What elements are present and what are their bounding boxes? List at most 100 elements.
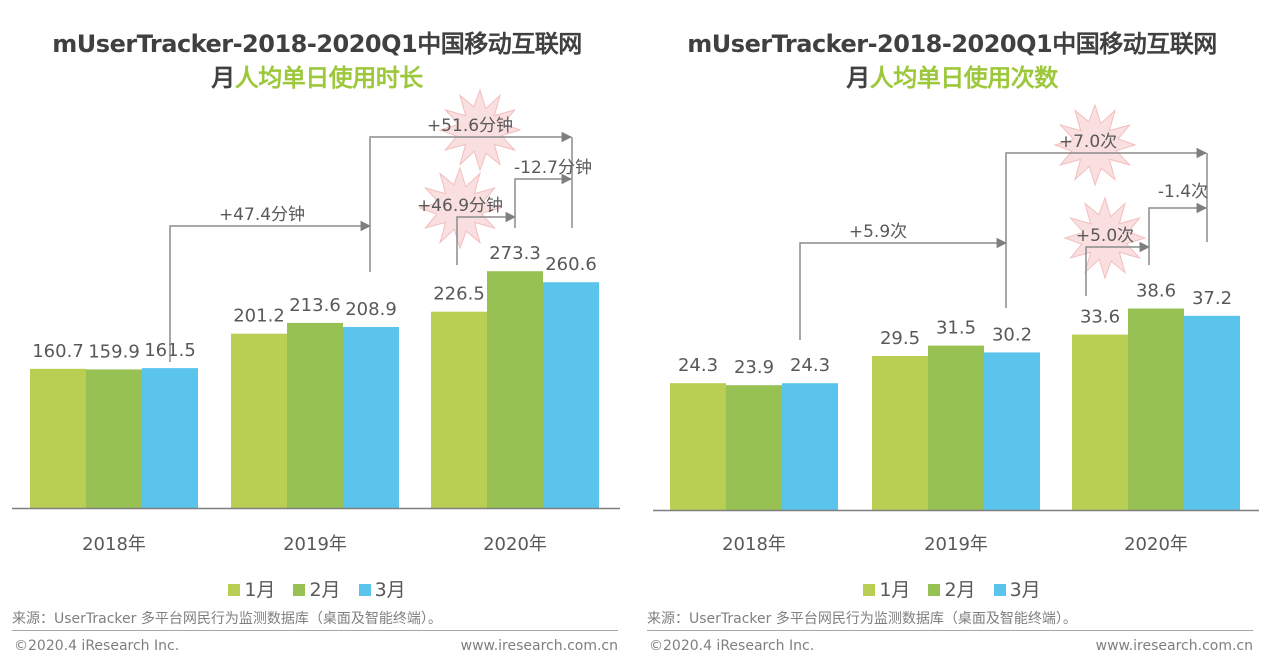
change-annotation: -1.4次 xyxy=(1158,182,1208,202)
change-arrow xyxy=(456,211,517,265)
legend-label: 3月 xyxy=(1009,579,1041,601)
legend-label: 1月 xyxy=(879,579,911,601)
legend-item-feb: 2月 xyxy=(293,575,341,602)
change-arrow xyxy=(369,131,573,272)
category-label: 2018年 xyxy=(82,534,146,555)
value-label: 273.3 xyxy=(489,243,541,264)
value-label: 201.2 xyxy=(233,306,285,327)
legend: 1月 2月 3月 xyxy=(0,575,634,602)
value-label: 23.9 xyxy=(734,357,774,378)
value-label: 38.6 xyxy=(1136,281,1176,302)
change-arrow xyxy=(169,220,372,362)
copyright: ©2020.4 iResearch Inc. xyxy=(649,638,815,654)
change-annotation: +7.0次 xyxy=(1059,132,1117,152)
bar xyxy=(431,311,487,508)
legend-item-jan: 1月 xyxy=(228,575,275,602)
legend-swatch xyxy=(228,584,241,596)
chart-subtitle: 月人均单日使用次数 xyxy=(635,58,1269,93)
change-annotation: +46.9分钟 xyxy=(417,196,503,216)
bar xyxy=(726,385,782,510)
legend-label: 3月 xyxy=(374,579,406,601)
bar xyxy=(872,356,928,510)
legend-swatch xyxy=(863,584,876,596)
bar xyxy=(670,383,726,510)
change-arrow xyxy=(1085,241,1151,296)
change-annotation: +5.0次 xyxy=(1076,226,1134,246)
source-note: 来源：UserTracker 多平台网民行为监测数据库（桌面及智能终端）。 xyxy=(647,611,1077,627)
legend-swatch xyxy=(293,584,306,596)
chart-panel-usage-count: mUserTracker-2018-2020Q1中国移动互联网 月人均单日使用次… xyxy=(635,0,1269,663)
legend-label: 1月 xyxy=(244,579,276,601)
legend-label: 2月 xyxy=(944,579,976,601)
value-label: 24.3 xyxy=(678,355,718,376)
bar xyxy=(343,327,399,508)
bar xyxy=(30,368,86,508)
chart-panel-usage-duration: mUserTracker-2018-2020Q1中国移动互联网 月人均单日使用时… xyxy=(0,0,634,663)
bar xyxy=(782,383,838,510)
value-label: 213.6 xyxy=(289,295,341,316)
change-annotation: +51.6分钟 xyxy=(427,116,513,136)
value-label: 30.2 xyxy=(992,324,1032,345)
chart-subtitle: 月人均单日使用时长 xyxy=(0,58,634,93)
legend-item-mar: 3月 xyxy=(993,575,1041,602)
subtitle-prefix: 月 xyxy=(846,64,870,92)
category-label: 2018年 xyxy=(722,534,786,555)
chart-title: mUserTracker-2018-2020Q1中国移动互联网 xyxy=(687,30,1217,58)
bar xyxy=(543,282,599,508)
website-link[interactable]: www.iresearch.com.cn xyxy=(460,638,618,654)
category-label: 2020年 xyxy=(483,534,547,555)
subtitle-accent: 人均单日使用时长 xyxy=(234,64,424,92)
change-annotation: -12.7分钟 xyxy=(514,158,592,178)
bar xyxy=(287,322,343,508)
subtitle-accent: 人均单日使用次数 xyxy=(869,64,1059,92)
legend-swatch xyxy=(993,584,1006,596)
website-link[interactable]: www.iresearch.com.cn xyxy=(1095,638,1253,654)
change-arrow xyxy=(799,237,1008,340)
category-label: 2020年 xyxy=(1124,534,1188,555)
bar xyxy=(1128,308,1184,510)
bar-chart-count: 24.3 23.9 24.3 2018年 29.5 31.5 30.2 2019年 33.6 38… xyxy=(653,103,1259,555)
footer-divider xyxy=(12,630,618,631)
burst-highlight-icon xyxy=(1053,103,1137,187)
legend-swatch xyxy=(358,584,371,596)
bar xyxy=(1072,334,1128,510)
value-label: 208.9 xyxy=(345,299,397,320)
copyright: ©2020.4 iResearch Inc. xyxy=(14,638,180,654)
legend-item-mar: 3月 xyxy=(358,575,406,602)
burst-highlight-icon xyxy=(1063,196,1147,280)
burst-highlight-icon xyxy=(418,166,502,250)
value-label: 226.5 xyxy=(433,284,485,305)
change-arrow xyxy=(1148,202,1208,265)
chart-title: mUserTracker-2018-2020Q1中国移动互联网 xyxy=(52,30,582,58)
legend: 1月 2月 3月 xyxy=(635,575,1269,602)
category-label: 2019年 xyxy=(924,534,988,555)
value-label: 33.6 xyxy=(1080,307,1120,328)
category-label: 2019年 xyxy=(283,534,347,555)
source-note: 来源：UserTracker 多平台网民行为监测数据库（桌面及智能终端）。 xyxy=(12,611,442,627)
subtitle-prefix: 月 xyxy=(211,64,235,92)
change-annotation: +47.4分钟 xyxy=(219,205,305,225)
bar xyxy=(928,345,984,510)
change-arrow xyxy=(1005,147,1208,308)
legend-label: 2月 xyxy=(309,579,341,601)
legend-item-feb: 2月 xyxy=(928,575,976,602)
change-annotation: +5.9次 xyxy=(849,222,907,242)
bar xyxy=(487,271,543,508)
burst-highlight-icon xyxy=(438,88,522,172)
footer-divider xyxy=(647,630,1253,631)
value-label: 160.7 xyxy=(32,341,84,362)
legend-item-jan: 1月 xyxy=(863,575,910,602)
value-label: 24.3 xyxy=(790,355,830,376)
bar xyxy=(86,369,142,508)
bar xyxy=(984,352,1040,510)
value-label: 31.5 xyxy=(936,318,976,339)
value-label: 260.6 xyxy=(545,254,597,275)
legend-swatch xyxy=(928,584,941,596)
value-label: 159.9 xyxy=(88,341,140,362)
bar xyxy=(231,333,287,508)
value-label: 37.2 xyxy=(1192,288,1232,309)
bar xyxy=(142,368,198,508)
change-arrow xyxy=(514,173,573,228)
value-label: 29.5 xyxy=(880,328,920,349)
